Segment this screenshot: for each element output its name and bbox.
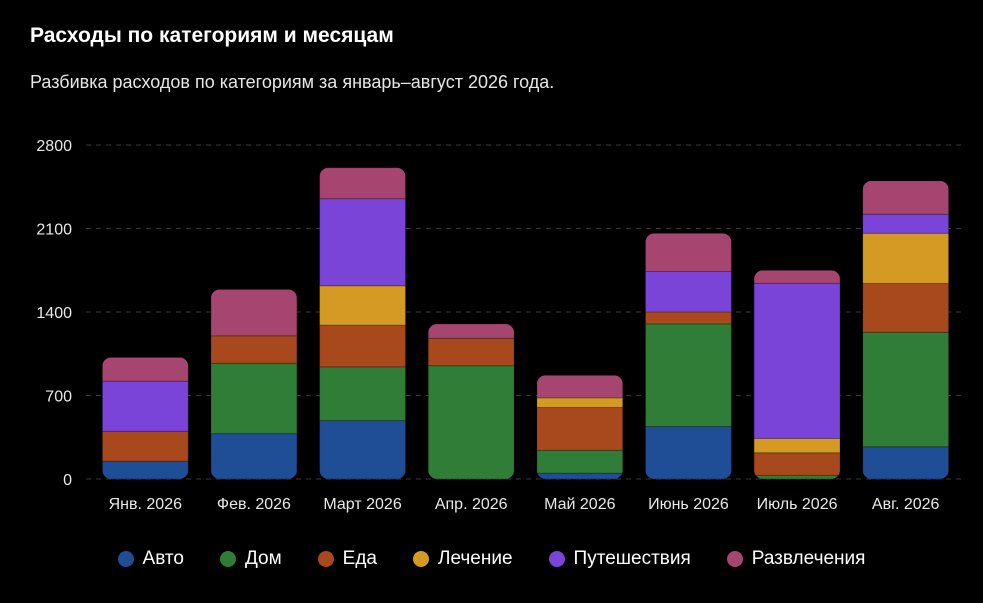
bar-segment[interactable]: [645, 323, 732, 428]
legend-swatch: [117, 551, 134, 567]
chart-subtitle: Разбивка расходов по категориям за январ…: [30, 72, 555, 92]
bar-stack: [428, 323, 515, 479]
legend-swatch: [413, 551, 429, 567]
y-tick-label: 1400: [36, 305, 72, 322]
legend-swatch: [317, 551, 334, 567]
bar-segment[interactable]: [102, 460, 189, 480]
bar-segment[interactable]: [319, 198, 406, 287]
legend-label: Дом: [244, 548, 282, 569]
bar-segment[interactable]: [862, 282, 949, 333]
legend-label: Лечение: [438, 548, 513, 569]
bar-segment[interactable]: [862, 331, 949, 448]
bar-segment[interactable]: [862, 213, 949, 234]
bar-segment[interactable]: [862, 446, 949, 480]
bar-segment[interactable]: [428, 337, 515, 367]
x-tick-label: Апр. 2026: [435, 496, 508, 513]
x-tick-label: Май 2026: [544, 496, 615, 513]
bar-segment[interactable]: [319, 366, 406, 422]
bar-segment[interactable]: [319, 420, 406, 480]
bar-stack: [210, 289, 297, 480]
bar-segment[interactable]: [536, 397, 623, 408]
bar-segment[interactable]: [428, 365, 515, 479]
x-tick-label: Март 2026: [323, 496, 401, 513]
bar-segment[interactable]: [210, 362, 297, 435]
bar-segment[interactable]: [754, 282, 841, 439]
x-tick-label: Фев. 2026: [217, 496, 291, 513]
x-tick-label: Июнь 2026: [648, 496, 729, 513]
bar-segment[interactable]: [428, 323, 515, 339]
bar-stack: [319, 167, 406, 480]
bar-stack: [754, 270, 841, 479]
legend-label: Авто: [142, 548, 184, 569]
bar-segment[interactable]: [536, 375, 623, 399]
bar-segment[interactable]: [862, 180, 949, 215]
bar-segment[interactable]: [754, 474, 841, 479]
y-tick-label: 700: [45, 389, 72, 406]
legend-swatch: [219, 551, 236, 567]
legend-swatch: [548, 551, 565, 567]
legend-item[interactable]: Развлечения: [726, 548, 866, 570]
legend-label: Развлечения: [751, 548, 866, 569]
x-tick-label: Авг. 2026: [872, 496, 940, 513]
bar-stack: [102, 357, 189, 480]
bar-segment[interactable]: [102, 380, 189, 432]
bar-segment[interactable]: [645, 311, 732, 325]
bar-segment[interactable]: [319, 324, 406, 368]
bar-segment[interactable]: [862, 232, 949, 284]
legend-label: Еда: [342, 548, 377, 569]
bar-segment[interactable]: [645, 233, 732, 272]
legend-swatch: [726, 551, 743, 567]
bar-segment[interactable]: [754, 270, 841, 284]
bar-segment[interactable]: [645, 426, 732, 479]
legend-item[interactable]: Авто: [117, 548, 184, 570]
bar-stack: [862, 180, 949, 480]
bar-segment[interactable]: [102, 357, 189, 382]
bar-segment[interactable]: [536, 449, 623, 474]
chart-title: Расходы по категориям и месяцам: [30, 24, 394, 47]
bar-segment[interactable]: [210, 433, 297, 480]
legend-item[interactable]: Лечение: [413, 548, 513, 570]
bar-segment[interactable]: [754, 452, 841, 476]
y-tick-label: 0: [63, 472, 72, 489]
bar-segment[interactable]: [210, 289, 297, 337]
bar-segment[interactable]: [536, 406, 623, 451]
legend-label: Путешествия: [573, 548, 691, 569]
bar-stack: [645, 233, 732, 479]
bar-segment[interactable]: [210, 335, 297, 364]
bar-segment[interactable]: [754, 437, 841, 454]
bar-segment[interactable]: [536, 472, 623, 480]
x-tick-label: Июль 2026: [757, 496, 838, 513]
chart-legend: Авто Дом Еда Лечение Путешествия Развлечения: [0, 548, 983, 570]
x-tick-label: Янв. 2026: [109, 496, 182, 513]
bar-stack: [536, 375, 623, 480]
bar-segment[interactable]: [102, 430, 189, 462]
legend-item[interactable]: Путешествия: [548, 548, 691, 570]
legend-item[interactable]: Еда: [317, 548, 377, 570]
bar-segment[interactable]: [645, 270, 732, 313]
bar-segment[interactable]: [319, 285, 406, 326]
y-tick-label: 2100: [36, 222, 72, 239]
y-tick-label: 2800: [36, 138, 72, 155]
bar-segment[interactable]: [319, 167, 406, 200]
legend-item[interactable]: Дом: [219, 548, 282, 570]
